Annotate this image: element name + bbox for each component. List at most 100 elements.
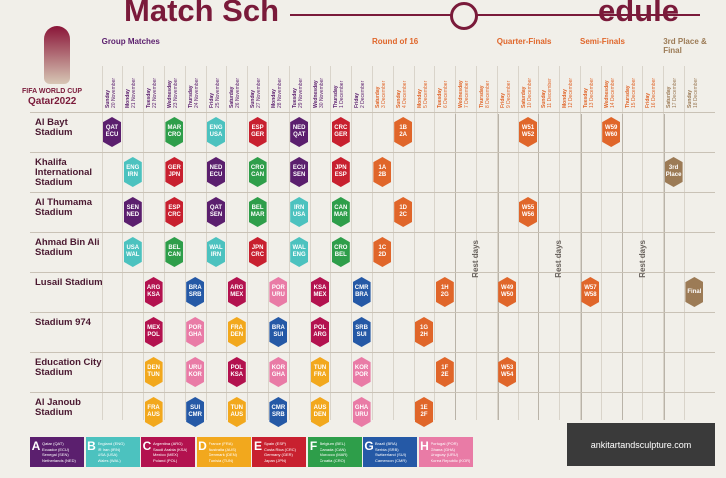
group-legend: C Argentina (ARG) Saudi Arabia (KSA) Mexico… [141, 437, 195, 467]
day-header: Sunday 18 December [687, 66, 699, 108]
day-header: Saturday 3 December [375, 66, 387, 108]
title-left: Match Sch [124, 0, 280, 28]
day-divider [496, 66, 498, 420]
team-code: POR [355, 372, 369, 378]
rest-band [621, 114, 666, 420]
match-badge: CMR BRA [352, 277, 371, 307]
date: 13 December [589, 77, 595, 108]
date: 29 November [297, 77, 304, 108]
team-code: CRC [251, 252, 265, 258]
team-code: W54 [501, 372, 514, 378]
match-badge: ENG IRN [123, 157, 142, 187]
match-badge: BRA SRB [186, 277, 205, 307]
group-legend: D France (FRA) Australia (AUS) Denmark (DEN… [196, 437, 251, 467]
match-badge: ESP GER [248, 117, 267, 147]
match-badge: JPN ESP [331, 157, 350, 187]
day-divider [517, 66, 519, 420]
group-team: Saudi Arabia (KSA) [153, 446, 188, 452]
team-code: POR [271, 285, 285, 291]
group-team: Poland (POL) [153, 457, 178, 463]
team-code: ARG [313, 332, 327, 338]
group-letter: B [87, 439, 96, 453]
team-code: 2C [399, 212, 408, 218]
day-header: Sunday 4 December [396, 66, 408, 108]
team-code: CRO [167, 132, 182, 138]
group-team: England (ENG) [97, 441, 125, 446]
weekday: Friday [208, 92, 215, 108]
group-letter: D [198, 439, 207, 453]
row-divider [30, 232, 715, 233]
team-code: FRA [230, 325, 243, 331]
logo-emblem [44, 26, 70, 84]
match-badge: W49 W50 [498, 277, 517, 307]
stadium-name: Khalifa International Stadium [35, 157, 93, 188]
team-code: BRA [188, 285, 202, 291]
day-divider [559, 66, 561, 420]
weekday: Thursday [187, 85, 194, 108]
day-header: Thursday 8 December [479, 66, 491, 108]
match-badge: NED ECU [207, 157, 225, 187]
group-team: Germany (GER) [264, 452, 293, 457]
group-team: Tunisia (TUN) [208, 457, 234, 463]
day-divider [392, 66, 394, 420]
team-code: SUI [356, 332, 367, 338]
team-code: GER [167, 165, 181, 171]
team-code: MAR [167, 125, 182, 131]
day-header: Saturday 10 December [521, 66, 533, 108]
day-header: Friday 9 December [500, 66, 512, 108]
team-code: SEN [126, 205, 139, 211]
match-badge: NED QAT [290, 117, 309, 147]
group-team: USA (USA) [97, 452, 118, 457]
team-code: ENG [209, 125, 223, 131]
match-badge: CMR SRB [269, 397, 288, 427]
day-header: Sunday 20 November [105, 66, 117, 108]
team-code: 1A [378, 165, 387, 171]
day-header: Monday 21 November [125, 66, 137, 108]
day-divider [351, 66, 353, 420]
day-divider [184, 66, 186, 420]
date: 21 November [131, 77, 138, 108]
group-team: Belgium (BEL) [319, 441, 346, 446]
day-divider [330, 66, 332, 420]
match-badge: CRO BEL [331, 237, 350, 267]
team-code: KSA [230, 372, 244, 378]
group-legend: H Portugal (POR) Ghana (GHA) Uruguay (URU) K… [418, 437, 473, 467]
team-code: 1E [420, 405, 428, 411]
match-badge: ARG MEX [227, 277, 246, 307]
group-team: Costa Rica (CRC) [264, 446, 297, 452]
match-badge: W55 W56 [519, 197, 537, 227]
team-code: URU [355, 412, 369, 418]
team-code: 2H [420, 332, 428, 338]
day-header: Wednesday 14 December [604, 66, 616, 108]
day-header: Thursday 24 November [188, 66, 200, 108]
team-code: BRA [271, 325, 285, 331]
match-badge: TUN AUS [227, 397, 246, 427]
team-code: 2A [399, 132, 408, 138]
day-header: Thursday 15 December [625, 66, 637, 108]
match-badge: ECU SEN [290, 157, 309, 187]
weekday: Sunday [104, 89, 111, 108]
date: 3 December [381, 80, 387, 108]
team-code: MAR [250, 212, 265, 218]
weekday: Tuesday [291, 88, 298, 108]
group-team: Netherlands (NED) [42, 457, 76, 463]
day-header: Saturday 26 November [229, 66, 241, 108]
day-header: Thursday 1 December [333, 66, 345, 108]
stadium-name: Stadium 974 [35, 317, 91, 328]
team-code: 2F [420, 412, 428, 418]
team-code: ARG [146, 285, 161, 291]
team-code: SRB [272, 412, 285, 418]
group-teams: Portugal (POR) Ghana (GHA) Uruguay (URU) Ko… [431, 437, 471, 467]
team-code: 1G [419, 325, 428, 331]
day-divider [309, 66, 311, 420]
day-header: Monday 12 December [562, 66, 574, 108]
team-code: 1F [441, 365, 449, 371]
match-badge: POR GHA [186, 317, 205, 347]
group-team: Denmark (DEN) [208, 452, 237, 457]
day-divider [372, 66, 373, 420]
weekday: Wednesday [312, 80, 319, 108]
day-header: Sunday 11 December [541, 66, 553, 108]
team-code: W55 [521, 205, 535, 211]
team-code: MEX [313, 292, 327, 298]
team-code: MAR [333, 212, 348, 218]
